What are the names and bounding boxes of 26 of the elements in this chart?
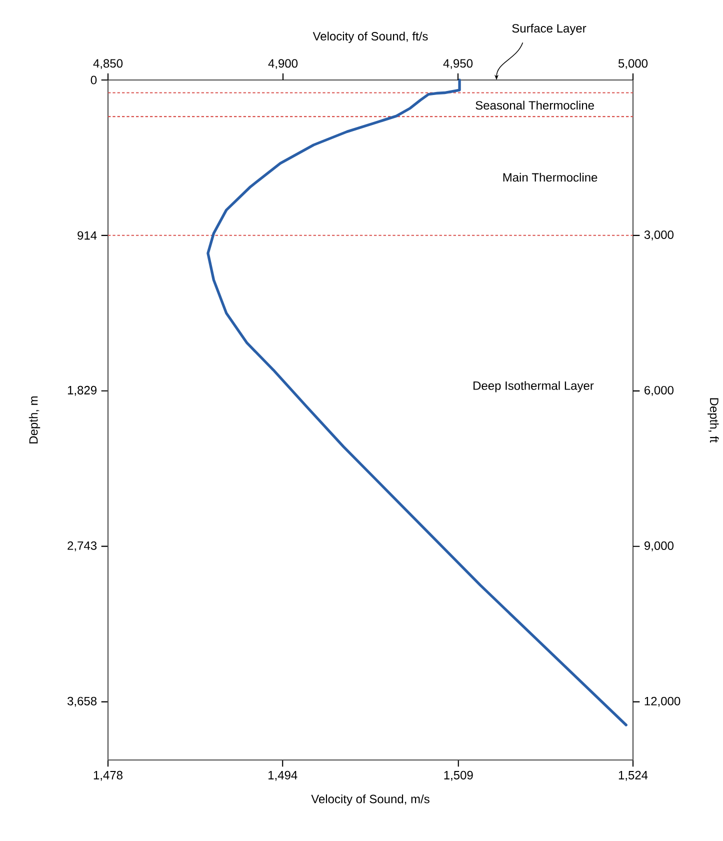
x2-tick-label: 4,900 <box>268 59 298 70</box>
line-series <box>206 78 628 726</box>
annotation: Deep Isothermal Layer <box>474 381 594 392</box>
y2-tick-label: 3,000 <box>644 230 674 240</box>
y-tick-label: 1,829 <box>68 386 96 396</box>
y-tick-label: 2,743 <box>68 541 97 552</box>
x2-axis-title: Velocity of Sound, ft/s <box>312 32 428 43</box>
y-tick-label: 3,658 <box>68 696 97 707</box>
x-tick-label: 1,478 <box>94 770 122 781</box>
y-tick-label: 0 <box>90 76 97 84</box>
annotation: Main Thermocline <box>503 172 598 182</box>
x-tick-label: 1,494 <box>268 770 298 781</box>
y-axis-title: Depth, m <box>28 396 40 444</box>
text: Surface Layer <box>512 24 586 35</box>
x2-tick-label: 4,950 <box>443 59 473 70</box>
y2-axis-title: Depth, ft <box>708 398 719 443</box>
x-tick-label: 1,524 <box>618 770 648 781</box>
y-tick-label: 914 <box>78 231 97 240</box>
y2-tick-label: 12,000 <box>644 696 680 707</box>
y2-tick-label: 6,000 <box>644 386 674 396</box>
x2-tick-label: 5,000 <box>618 59 648 70</box>
x-axis-title: Velocity of Sound, m/s <box>311 794 430 806</box>
x-tick-label: 1,509 <box>444 770 473 781</box>
annotation: Seasonal Thermocline <box>476 100 594 110</box>
y2-tick-label: 9,000 <box>644 541 674 552</box>
x2-tick-label: 4,850 <box>93 59 123 70</box>
